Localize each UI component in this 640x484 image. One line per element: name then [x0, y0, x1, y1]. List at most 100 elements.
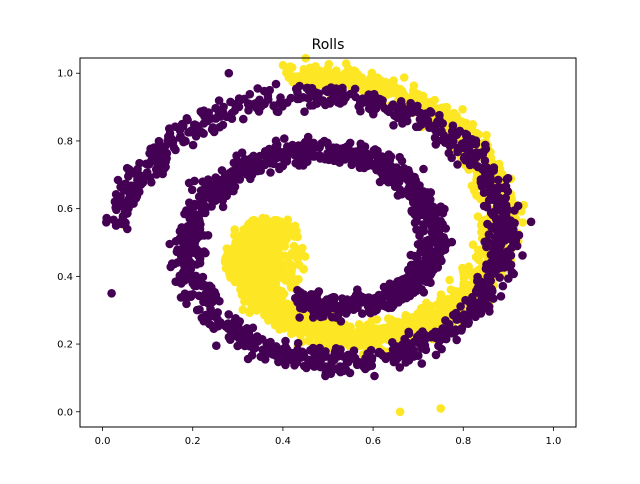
point-class-1: [289, 277, 299, 287]
point-class-0: [366, 345, 376, 355]
point-class-0: [483, 177, 493, 187]
point-class-0: [262, 153, 271, 163]
point-class-0: [300, 107, 309, 116]
point-class-1: [282, 68, 291, 77]
point-class-0: [133, 174, 142, 184]
point-class-0: [392, 102, 401, 112]
point-class-0: [497, 251, 506, 261]
point-class-0: [518, 251, 527, 260]
point-class-0: [293, 285, 302, 295]
point-class-1: [270, 216, 280, 226]
point-class-0: [308, 313, 318, 322]
point-class-0: [513, 201, 523, 211]
point-class-0: [124, 204, 133, 213]
point-class-1: [324, 59, 334, 69]
point-class-0: [471, 286, 481, 296]
point-class-1: [247, 255, 257, 265]
point-class-0: [124, 172, 133, 181]
point-class-1: [271, 281, 280, 290]
point-class-0: [266, 345, 276, 355]
point-class-0: [151, 165, 161, 174]
point-class-0: [453, 160, 462, 169]
point-class-0: [336, 317, 346, 326]
point-class-0: [370, 371, 379, 381]
point-class-1: [246, 304, 256, 314]
point-class-0: [298, 300, 308, 309]
point-class-0: [330, 304, 339, 313]
point-class-0: [141, 159, 151, 169]
point-class-0: [303, 132, 313, 142]
point-class-0: [278, 153, 288, 163]
point-class-0: [386, 152, 396, 161]
point-class-0: [154, 136, 164, 146]
point-class-0: [162, 149, 172, 158]
point-class-0: [180, 209, 189, 219]
point-class-0: [190, 199, 200, 209]
point-class-0: [310, 362, 319, 371]
point-class-0: [127, 181, 136, 190]
point-class-0: [327, 312, 337, 322]
point-class-0: [493, 175, 503, 185]
point-class-0: [181, 136, 190, 146]
point-class-0: [456, 302, 465, 311]
point-class-1: [288, 310, 297, 319]
x-tick-label: 0.0: [95, 436, 111, 447]
point-class-0: [202, 186, 211, 195]
point-class-0: [119, 180, 128, 190]
point-class-0: [450, 327, 460, 337]
point-class-1: [461, 118, 471, 128]
point-class-0: [393, 345, 403, 355]
point-class-0: [471, 139, 481, 149]
point-class-0: [501, 201, 511, 210]
point-class-0: [273, 146, 283, 155]
point-class-0: [367, 361, 377, 371]
point-class-1: [292, 253, 301, 262]
point-class-0: [282, 98, 292, 107]
point-class-1: [452, 287, 461, 296]
point-class-0: [240, 94, 249, 104]
point-class-0: [407, 193, 417, 202]
point-class-0: [214, 321, 223, 331]
point-class-1: [225, 255, 234, 264]
point-class-1: [262, 253, 272, 262]
point-class-0: [502, 221, 511, 231]
x-tick-label: 0.8: [455, 436, 471, 447]
point-class-1: [350, 332, 359, 342]
point-class-0: [367, 355, 377, 364]
point-class-1: [431, 312, 441, 321]
point-class-0: [266, 148, 276, 157]
point-class-0: [157, 159, 167, 168]
point-class-0: [195, 305, 204, 314]
point-class-0: [407, 267, 417, 276]
point-class-0: [240, 341, 250, 351]
point-class-0: [410, 210, 419, 219]
point-class-0: [235, 317, 244, 326]
y-tick-label: 0.6: [57, 204, 73, 215]
point-class-0: [484, 286, 494, 295]
point-class-0: [453, 143, 462, 153]
point-class-1: [442, 102, 452, 112]
point-class-1: [277, 260, 286, 269]
point-class-0: [452, 335, 462, 345]
point-class-0: [230, 106, 239, 115]
point-class-0: [250, 343, 260, 353]
point-class-0: [414, 265, 423, 274]
point-class-1: [411, 322, 421, 331]
point-class-1: [292, 72, 301, 81]
point-class-0: [317, 299, 327, 309]
point-class-1: [249, 269, 259, 279]
point-class-0: [271, 79, 281, 89]
point-class-0: [271, 136, 281, 146]
point-class-0: [228, 172, 237, 181]
point-class-0: [293, 338, 303, 348]
point-class-0: [400, 334, 409, 344]
point-class-1: [244, 282, 253, 292]
point-class-0: [194, 192, 204, 201]
point-class-0: [339, 97, 348, 106]
point-class-1: [482, 130, 491, 140]
point-class-0: [496, 292, 506, 301]
point-class-0: [295, 313, 304, 322]
point-class-1: [436, 404, 446, 413]
point-class-1: [373, 337, 383, 346]
point-class-0: [426, 188, 435, 197]
